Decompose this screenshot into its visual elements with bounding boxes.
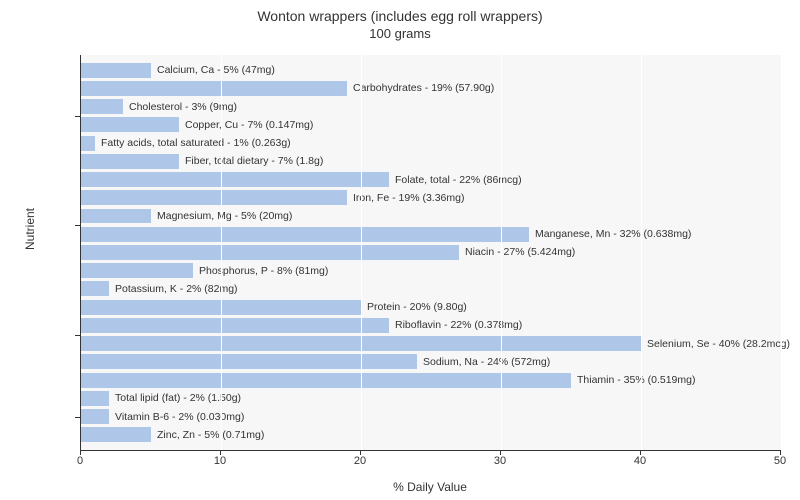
bars-container: Calcium, Ca - 5% (47mg) Carbohydrates - 1… [81, 55, 781, 450]
bar [81, 190, 347, 205]
gridline [361, 55, 362, 450]
bar [81, 263, 193, 278]
bar [81, 318, 389, 333]
chart-title-line1: Wonton wrappers (includes egg roll wrapp… [0, 8, 800, 24]
bar-label: Niacin - 27% (5.424mg) [465, 246, 575, 258]
bar-label: Carbohydrates - 19% (57.90g) [353, 82, 494, 94]
bar-row: Niacin - 27% (5.424mg) [81, 245, 781, 260]
bar [81, 117, 179, 132]
bar-row: Total lipid (fat) - 2% (1.50g) [81, 391, 781, 406]
bar-label: Phosphorus, P - 8% (81mg) [199, 265, 328, 277]
bar-label: Riboflavin - 22% (0.378mg) [395, 319, 522, 331]
bar-row: Fiber, total dietary - 7% (1.8g) [81, 154, 781, 169]
bar-row: Potassium, K - 2% (82mg) [81, 281, 781, 296]
bar-row: Fatty acids, total saturated - 1% (0.263… [81, 136, 781, 151]
bar-row: Sodium, Na - 24% (572mg) [81, 354, 781, 369]
bar-label: Folate, total - 22% (86mcg) [395, 174, 522, 186]
chart-title-line2: 100 grams [0, 26, 800, 41]
bar-row: Iron, Fe - 19% (3.36mg) [81, 190, 781, 205]
y-axis-label: Nutrient [23, 208, 37, 250]
bar-row: Vitamin B-6 - 2% (0.030mg) [81, 409, 781, 424]
bar-row: Folate, total - 22% (86mcg) [81, 172, 781, 187]
bar-row: Carbohydrates - 19% (57.90g) [81, 81, 781, 96]
nutrient-chart: Wonton wrappers (includes egg roll wrapp… [0, 0, 800, 500]
x-tick-label: 50 [774, 455, 786, 467]
bar-row: Calcium, Ca - 5% (47mg) [81, 63, 781, 78]
bar-row: Phosphorus, P - 8% (81mg) [81, 263, 781, 278]
bar [81, 409, 109, 424]
bar-row: Magnesium, Mg - 5% (20mg) [81, 209, 781, 224]
bar-row: Copper, Cu - 7% (0.147mg) [81, 117, 781, 132]
bar-row: Thiamin - 35% (0.519mg) [81, 373, 781, 388]
x-axis-label: % Daily Value [80, 480, 780, 494]
plot-area: Calcium, Ca - 5% (47mg) Carbohydrates - 1… [80, 55, 781, 451]
bar-label: Manganese, Mn - 32% (0.638mg) [535, 228, 691, 240]
bar-label: Total lipid (fat) - 2% (1.50g) [115, 392, 241, 404]
bar-label: Zinc, Zn - 5% (0.71mg) [157, 429, 264, 441]
bar-row: Selenium, Se - 40% (28.2mcg) [81, 336, 781, 351]
bar [81, 245, 459, 260]
bar [81, 373, 571, 388]
gridline [641, 55, 642, 450]
x-tick-label: 40 [634, 455, 646, 467]
bar [81, 209, 151, 224]
bar [81, 281, 109, 296]
y-tick-mark [75, 335, 80, 336]
bar-row: Protein - 20% (9.80g) [81, 300, 781, 315]
bar [81, 136, 95, 151]
x-tick-label: 20 [354, 455, 366, 467]
bar-label: Potassium, K - 2% (82mg) [115, 283, 238, 295]
bar [81, 227, 529, 242]
gridline [501, 55, 502, 450]
gridline [781, 55, 782, 450]
x-tick-label: 0 [77, 455, 83, 467]
bar-label: Protein - 20% (9.80g) [367, 301, 467, 313]
x-tick-label: 10 [214, 455, 226, 467]
bar-label: Fatty acids, total saturated - 1% (0.263… [101, 137, 291, 149]
bar-label: Vitamin B-6 - 2% (0.030mg) [115, 411, 244, 423]
bar [81, 354, 417, 369]
y-tick-mark [75, 225, 80, 226]
bar-label: Selenium, Se - 40% (28.2mcg) [647, 338, 790, 350]
bar-label: Iron, Fe - 19% (3.36mg) [353, 192, 464, 204]
bar-label: Sodium, Na - 24% (572mg) [423, 356, 550, 368]
bar-row: Manganese, Mn - 32% (0.638mg) [81, 227, 781, 242]
bar-label: Thiamin - 35% (0.519mg) [577, 374, 695, 386]
bar [81, 99, 123, 114]
bar [81, 63, 151, 78]
y-tick-mark [75, 417, 80, 418]
bar-row: Zinc, Zn - 5% (0.71mg) [81, 427, 781, 442]
bar-label: Magnesium, Mg - 5% (20mg) [157, 210, 292, 222]
bar [81, 81, 347, 96]
y-tick-mark [75, 116, 80, 117]
bar-row: Cholesterol - 3% (9mg) [81, 99, 781, 114]
bar-label: Copper, Cu - 7% (0.147mg) [185, 119, 313, 131]
bar-label: Fiber, total dietary - 7% (1.8g) [185, 155, 323, 167]
bar [81, 154, 179, 169]
bar [81, 427, 151, 442]
gridline [221, 55, 222, 450]
x-tick-label: 30 [494, 455, 506, 467]
bar [81, 391, 109, 406]
bar [81, 172, 389, 187]
bar-label: Calcium, Ca - 5% (47mg) [157, 64, 275, 76]
bar-row: Riboflavin - 22% (0.378mg) [81, 318, 781, 333]
